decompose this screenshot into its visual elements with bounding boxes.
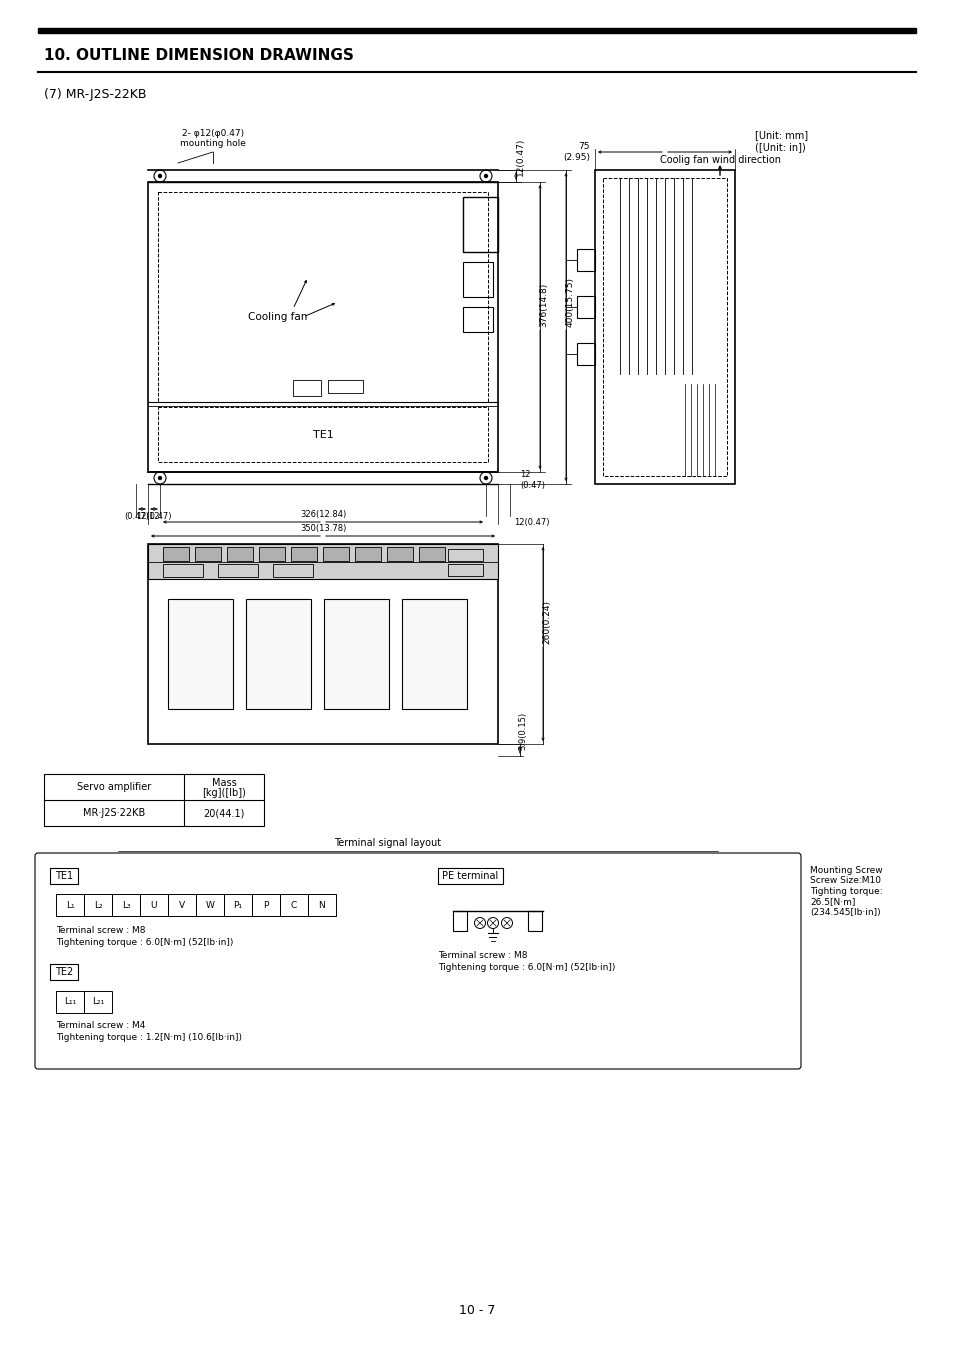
Text: TE1: TE1 <box>55 871 73 882</box>
Text: TE2: TE2 <box>55 967 73 977</box>
Text: 2- φ12(φ0.47)
mounting hole: 2- φ12(φ0.47) mounting hole <box>180 128 246 148</box>
Text: C: C <box>291 900 296 910</box>
Text: PE terminal: PE terminal <box>441 871 497 882</box>
Bar <box>168 599 233 709</box>
Bar <box>462 306 493 332</box>
Text: Servo amplifier: Servo amplifier <box>77 782 151 792</box>
Text: Coolig fan wind direction: Coolig fan wind direction <box>659 155 781 165</box>
Text: 10. OUTLINE DIMENSION DRAWINGS: 10. OUTLINE DIMENSION DRAWINGS <box>44 49 354 63</box>
Text: 12(0.47): 12(0.47) <box>514 517 549 526</box>
Text: Tightening torque : 1.2[N·m] (10.6[lb·in]): Tightening torque : 1.2[N·m] (10.6[lb·in… <box>56 1033 242 1042</box>
Text: 20(44.1): 20(44.1) <box>203 809 244 818</box>
Text: W: W <box>205 900 214 910</box>
Bar <box>324 599 389 709</box>
Bar <box>168 894 195 917</box>
Text: Mass: Mass <box>212 778 236 788</box>
Text: P₁: P₁ <box>233 900 242 910</box>
Circle shape <box>484 477 487 479</box>
Bar <box>148 544 497 744</box>
Text: 12
(0.47): 12 (0.47) <box>519 470 544 490</box>
Bar <box>387 547 413 562</box>
Bar <box>252 894 280 917</box>
Bar <box>602 178 726 477</box>
Text: 75
(2.95): 75 (2.95) <box>562 142 589 162</box>
Bar <box>462 262 493 297</box>
Text: 400(15.75): 400(15.75) <box>565 277 574 327</box>
Bar <box>448 564 482 576</box>
Bar <box>308 894 335 917</box>
Text: Terminal screw : M8: Terminal screw : M8 <box>437 950 527 960</box>
Bar <box>158 192 488 402</box>
Text: 260(0.24): 260(0.24) <box>542 599 551 644</box>
Text: 12(0.47): 12(0.47) <box>136 512 172 521</box>
Bar <box>355 547 380 562</box>
Text: 3.9(0.15): 3.9(0.15) <box>518 711 527 751</box>
Bar <box>56 991 84 1012</box>
Bar <box>84 991 112 1012</box>
Bar <box>140 894 168 917</box>
Bar <box>246 599 311 709</box>
Bar <box>148 182 497 472</box>
Text: L₃: L₃ <box>122 900 131 910</box>
Text: L₁: L₁ <box>66 900 74 910</box>
Bar <box>50 868 78 884</box>
Text: Mounting Screw
Screw Size:M10
Tighting torque:
26.5[N·m]
(234.545[lb·in]): Mounting Screw Screw Size:M10 Tighting t… <box>809 865 882 917</box>
Bar <box>163 547 189 562</box>
Text: TE1: TE1 <box>313 429 333 440</box>
Text: V: V <box>179 900 185 910</box>
Bar <box>462 197 497 252</box>
Bar <box>273 564 313 576</box>
Bar <box>527 911 541 932</box>
Text: [kg]([lb]): [kg]([lb]) <box>202 788 246 798</box>
Text: 12(0.47): 12(0.47) <box>515 138 524 176</box>
Bar <box>224 894 252 917</box>
Bar <box>577 343 595 364</box>
Bar <box>50 964 78 980</box>
Text: L₁₁: L₁₁ <box>64 998 76 1007</box>
Bar <box>293 379 320 396</box>
Text: Terminal screw : M4: Terminal screw : M4 <box>56 1021 145 1030</box>
Text: (0.47)12: (0.47)12 <box>124 512 159 521</box>
Bar <box>595 170 734 485</box>
Text: 326(12.84): 326(12.84) <box>299 510 346 518</box>
Text: 376(14.8): 376(14.8) <box>539 282 548 327</box>
Text: Terminal signal layout: Terminal signal layout <box>335 838 441 848</box>
Text: MR·J2S·22KB: MR·J2S·22KB <box>83 809 145 818</box>
Circle shape <box>484 174 487 177</box>
Bar <box>163 564 203 576</box>
Bar <box>418 547 444 562</box>
Text: Cooling fan: Cooling fan <box>248 312 308 323</box>
Bar <box>328 379 363 393</box>
Text: Tightening torque : 6.0[N·m] (52[lb·in]): Tightening torque : 6.0[N·m] (52[lb·in]) <box>437 963 615 972</box>
Bar <box>291 547 316 562</box>
Bar <box>44 774 264 826</box>
Bar <box>227 547 253 562</box>
Text: Terminal screw : M8: Terminal screw : M8 <box>56 926 146 936</box>
Bar <box>437 868 502 884</box>
Bar <box>148 544 497 579</box>
Bar <box>38 28 915 32</box>
Circle shape <box>158 477 161 479</box>
Bar <box>453 911 467 932</box>
Text: L₂: L₂ <box>93 900 102 910</box>
Bar <box>194 547 221 562</box>
Bar <box>280 894 308 917</box>
Text: 350(13.78): 350(13.78) <box>299 524 346 533</box>
Text: N: N <box>318 900 325 910</box>
Text: (7) MR-J2S-22KB: (7) MR-J2S-22KB <box>44 88 147 101</box>
Bar <box>577 296 595 317</box>
Circle shape <box>158 174 161 177</box>
Text: Tightening torque : 6.0[N·m] (52[lb·in]): Tightening torque : 6.0[N·m] (52[lb·in]) <box>56 938 233 946</box>
Text: L₂₁: L₂₁ <box>91 998 104 1007</box>
Bar <box>258 547 285 562</box>
Text: 10 - 7: 10 - 7 <box>458 1304 495 1316</box>
Bar <box>323 547 349 562</box>
Bar <box>158 406 488 462</box>
Text: P: P <box>263 900 269 910</box>
Text: [Unit: mm]
([Unit: in]): [Unit: mm] ([Unit: in]) <box>754 130 807 151</box>
Bar <box>448 549 482 562</box>
Bar <box>401 599 467 709</box>
Bar <box>112 894 140 917</box>
Text: U: U <box>151 900 157 910</box>
Bar <box>84 894 112 917</box>
